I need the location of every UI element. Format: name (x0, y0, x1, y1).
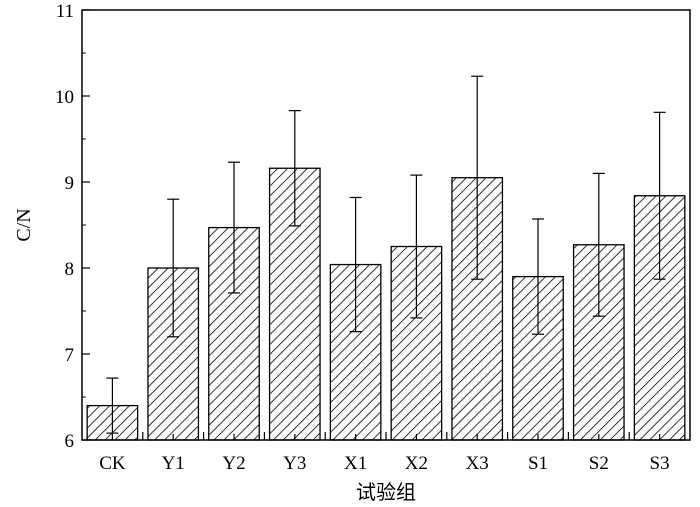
y-axis-label: C/N (13, 208, 35, 241)
x-tick-label: S2 (589, 453, 609, 474)
y-tick-label: 8 (65, 259, 75, 280)
y-axis-ticks: 6 7 8 9 10 11 (55, 1, 90, 452)
y-tick-label: 11 (56, 1, 74, 22)
error-bars-group (106, 75, 666, 434)
x-axis-ticks: CK Y1 Y2 Y3 X1 X2 X3 S1 S2 S3 (99, 432, 670, 474)
error-bar-y2 (228, 161, 240, 294)
x-tick-label: Y2 (222, 453, 245, 474)
x-tick-label: S3 (650, 453, 670, 474)
error-bar-s3 (653, 111, 666, 280)
x-tick-label: X3 (466, 453, 489, 474)
error-bar-x1 (349, 196, 362, 333)
y-tick-label: 9 (65, 173, 75, 194)
y-tick-label: 7 (65, 345, 75, 366)
error-bar-x2 (410, 174, 423, 319)
error-bar-s1 (532, 218, 544, 335)
x-tick-label: Y3 (283, 453, 306, 474)
y-tick-label: 10 (55, 87, 74, 108)
x-tick-label: X1 (344, 453, 367, 474)
bars-group (86, 167, 686, 441)
y-tick-label: 6 (65, 431, 75, 452)
error-bar-ck (106, 377, 119, 434)
x-axis-label: 试验组 (356, 481, 416, 504)
x-tick-label: X2 (405, 453, 428, 474)
x-tick-label: S1 (528, 453, 548, 474)
x-tick-label: Y1 (162, 453, 185, 474)
error-bar-x3 (471, 75, 484, 280)
error-bar-s2 (592, 172, 605, 317)
x-tick-label: CK (99, 453, 126, 474)
error-bar-y3 (288, 110, 301, 227)
error-bar-y1 (167, 198, 180, 338)
